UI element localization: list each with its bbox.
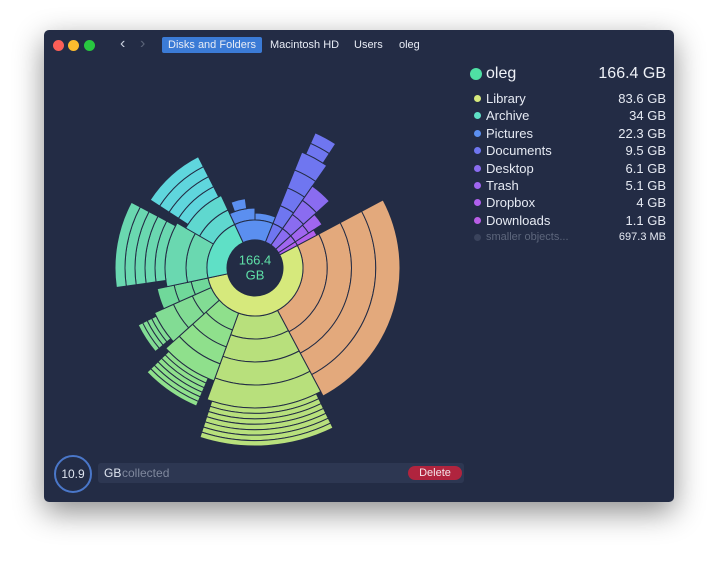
sunburst-segment xyxy=(301,185,331,214)
sunburst-segment xyxy=(311,199,401,397)
center-hole xyxy=(228,241,282,295)
sunburst-segment xyxy=(277,241,299,256)
breadcrumb[interactable]: Users xyxy=(354,39,383,51)
summary-dot xyxy=(470,68,482,80)
summary-name: oleg xyxy=(486,65,517,82)
sunburst: 166.4GB xyxy=(114,132,401,447)
item-row[interactable]: Documents 9.5 GB xyxy=(470,142,666,159)
breadcrumb[interactable]: Disks and Folders xyxy=(162,37,263,53)
item-name: Library xyxy=(486,91,526,106)
item-dot xyxy=(474,129,481,137)
zoom-button[interactable] xyxy=(84,40,95,51)
item-size: 1.1 GB xyxy=(625,212,666,228)
item-name: Downloads xyxy=(486,212,551,228)
sunburst-segment xyxy=(137,322,160,353)
sunburst-segment xyxy=(149,155,205,207)
item-name: smaller objects... xyxy=(486,231,569,244)
breadcrumb[interactable]: Macintosh HD xyxy=(270,39,340,51)
item-row[interactable]: Downloads 1.1 GB xyxy=(470,212,666,229)
delete-button[interactable]: Delete xyxy=(408,466,462,480)
sunburst-segment xyxy=(309,132,337,155)
item-size: 6.1 GB xyxy=(625,160,666,176)
item-row[interactable]: Trash 5.1 GB xyxy=(470,177,666,194)
item-name: Pictures xyxy=(486,125,533,141)
item-name: Trash xyxy=(486,178,519,193)
item-size: 4 GB xyxy=(636,195,666,211)
item-dot xyxy=(474,199,481,207)
item-dot xyxy=(474,95,481,102)
item-name: Dropbox xyxy=(486,195,536,211)
item-name: Archive xyxy=(486,108,530,124)
close-button[interactable] xyxy=(53,40,64,51)
center-size: 166.4 xyxy=(239,252,272,267)
item-dot xyxy=(474,112,481,120)
sunburst-segment xyxy=(230,198,248,213)
app-window: ‹ › Disks and Folders Macintosh HD Users… xyxy=(44,30,674,502)
collector-label: collected xyxy=(122,466,170,480)
summary: oleg 166.4 GB xyxy=(470,64,666,86)
item-size: 697.3 MB xyxy=(618,231,666,244)
item-row[interactable]: Desktop 6.1 GB xyxy=(470,160,666,177)
collector-unit: GB xyxy=(104,466,122,480)
center-unit: GB xyxy=(246,267,265,282)
item-row: smaller objects... 697.3 MB xyxy=(470,229,666,246)
breadcrumb[interactable]: oleg xyxy=(399,39,420,51)
item-size: 34 GB xyxy=(629,108,666,124)
back-button[interactable]: ‹ xyxy=(120,35,126,52)
item-size: 9.5 GB xyxy=(625,143,666,159)
item-size: 5.1 GB xyxy=(625,178,666,193)
item-row[interactable]: Pictures 22.3 GB xyxy=(470,125,666,142)
item-size: 83.6 GB xyxy=(618,91,666,106)
item-dot xyxy=(474,216,481,224)
item-name: Desktop xyxy=(486,160,534,176)
item-dot xyxy=(474,164,481,172)
minimize-button[interactable] xyxy=(68,40,79,51)
item-row[interactable]: Dropbox 4 GB xyxy=(470,194,666,211)
item-dot xyxy=(474,182,481,189)
item-row[interactable]: Library 83.6 GB xyxy=(470,90,666,107)
item-dot xyxy=(474,147,481,155)
sunburst-segment xyxy=(207,244,304,317)
item-row[interactable]: Archive 34 GB xyxy=(470,107,666,124)
item-dot xyxy=(474,234,481,242)
forward-button[interactable]: › xyxy=(140,35,146,52)
summary-size: 166.4 GB xyxy=(598,65,666,82)
sunburst-segment xyxy=(146,368,199,407)
item-size: 22.3 GB xyxy=(618,125,666,141)
collector-bar: GB collected Delete xyxy=(98,463,464,483)
sunburst-segment xyxy=(199,422,334,447)
sunburst-segment xyxy=(114,201,141,289)
collector-amount[interactable]: 10.9 xyxy=(54,455,92,493)
item-name: Documents xyxy=(486,143,552,159)
